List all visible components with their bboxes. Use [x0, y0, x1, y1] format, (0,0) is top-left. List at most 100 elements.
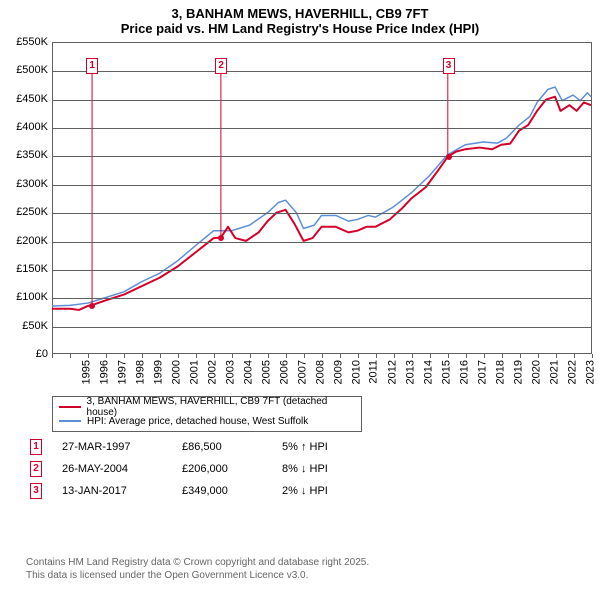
sale-row: 127-MAR-1997£86,5005% ↑ HPI	[30, 436, 402, 458]
y-tick-label: £250K	[4, 206, 48, 218]
title-line-1: 3, BANHAM MEWS, HAVERHILL, CB9 7FT	[0, 6, 600, 21]
x-tick-label: 2013	[404, 360, 416, 384]
sale-row: 3 13-JAN-2017 £349,000 2% ↓ HPI	[30, 480, 402, 502]
legend-box: 3, BANHAM MEWS, HAVERHILL, CB9 7FT (deta…	[52, 396, 362, 432]
y-tick-label: £50K	[4, 320, 48, 332]
x-tick-label: 2004	[242, 360, 254, 384]
sale-row-price: £349,000	[182, 485, 262, 497]
x-tick-label: 2009	[332, 360, 344, 384]
x-tick-label: 2020	[530, 360, 542, 384]
title-line-2: Price paid vs. HM Land Registry's House …	[0, 21, 600, 36]
gridline-horizontal	[52, 270, 591, 271]
y-tick-label: £300K	[4, 178, 48, 190]
x-tick	[214, 354, 215, 358]
sale-row-marker: 3	[30, 483, 42, 499]
y-tick-label: £550K	[4, 36, 48, 48]
sale-row-date: 26-MAY-2004	[62, 463, 162, 475]
x-tick	[106, 354, 107, 358]
legend-item: 3, BANHAM MEWS, HAVERHILL, CB9 7FT (deta…	[59, 400, 355, 414]
x-tick	[286, 354, 287, 358]
chart-lines-svg	[52, 43, 591, 354]
gridline-horizontal	[52, 71, 591, 72]
x-tick	[448, 354, 449, 358]
sale-marker-box: 1	[86, 58, 98, 74]
attribution-line-1: Contains HM Land Registry data © Crown c…	[26, 557, 369, 570]
x-tick-label: 2007	[296, 360, 308, 384]
sale-marker-dot	[446, 154, 452, 160]
legend-swatch	[59, 406, 81, 408]
sale-marker-dot	[218, 235, 224, 241]
sale-row-diff: 2% ↓ HPI	[282, 485, 402, 497]
x-tick	[268, 354, 269, 358]
chart-title-block: 3, BANHAM MEWS, HAVERHILL, CB9 7FT Price…	[0, 0, 600, 38]
x-tick-label: 2021	[548, 360, 560, 384]
y-tick-label: £150K	[4, 263, 48, 275]
y-tick-label: £200K	[4, 235, 48, 247]
x-tick	[430, 354, 431, 358]
x-tick-label: 1996	[98, 360, 110, 384]
x-tick-label: 2008	[314, 360, 326, 384]
attribution-line-2: This data is licensed under the Open Gov…	[26, 570, 369, 583]
series-hpi	[52, 87, 591, 306]
x-tick	[232, 354, 233, 358]
x-tick-label: 2014	[422, 360, 434, 384]
gridline-horizontal	[52, 327, 591, 328]
gridline-horizontal	[52, 213, 591, 214]
y-tick-label: £0	[4, 348, 48, 360]
x-tick	[124, 354, 125, 358]
x-tick	[322, 354, 323, 358]
sale-marker-dot	[89, 303, 95, 309]
x-tick-label: 2005	[260, 360, 272, 384]
x-tick-label: 2002	[206, 360, 218, 384]
x-tick-label: 2012	[386, 360, 398, 384]
x-tick	[538, 354, 539, 358]
x-tick	[466, 354, 467, 358]
x-tick-label: 1998	[134, 360, 146, 384]
x-tick	[592, 354, 593, 358]
x-tick	[88, 354, 89, 358]
legend-swatch	[59, 420, 81, 422]
x-tick-label: 2006	[278, 360, 290, 384]
sale-row-date: 13-JAN-2017	[62, 485, 162, 497]
x-tick-label: 1995	[80, 360, 92, 384]
x-tick	[376, 354, 377, 358]
y-tick-label: £350K	[4, 149, 48, 161]
x-tick-label: 2003	[224, 360, 236, 384]
x-tick	[502, 354, 503, 358]
sale-marker-box: 2	[215, 58, 227, 74]
gridline-horizontal	[52, 242, 591, 243]
x-tick	[196, 354, 197, 358]
gridline-horizontal	[52, 156, 591, 157]
x-tick	[412, 354, 413, 358]
sale-row-diff: 5% ↑ HPI	[282, 441, 402, 453]
x-tick	[358, 354, 359, 358]
y-tick-label: £500K	[4, 64, 48, 76]
y-tick-label: £450K	[4, 93, 48, 105]
gridline-horizontal	[52, 128, 591, 129]
sale-row-marker: 2	[30, 461, 42, 477]
sale-row-price: £86,500	[182, 441, 262, 453]
sale-marker-box: 3	[443, 58, 455, 74]
x-tick-label: 1997	[116, 360, 128, 384]
plot-area: 1 2 3	[52, 42, 592, 354]
x-tick-label: 2001	[188, 360, 200, 384]
x-tick-label: 2022	[566, 360, 578, 384]
x-tick-label: 2010	[350, 360, 362, 384]
x-tick	[556, 354, 557, 358]
chart-area: 123 £0£50K£100K£150K£200K£250K£300K£350K…	[8, 42, 592, 392]
x-tick	[340, 354, 341, 358]
x-tick	[52, 354, 53, 358]
y-tick-label: £100K	[4, 291, 48, 303]
gridline-horizontal	[52, 185, 591, 186]
gridline-horizontal	[52, 100, 591, 101]
x-tick-label: 2000	[170, 360, 182, 384]
x-tick-label: 2018	[494, 360, 506, 384]
gridline-horizontal	[52, 298, 591, 299]
legend-label: HPI: Average price, detached house, West…	[87, 416, 308, 427]
x-tick	[142, 354, 143, 358]
x-tick	[484, 354, 485, 358]
x-tick	[574, 354, 575, 358]
sales-table: 127-MAR-1997£86,5005% ↑ HPI226-MAY-2004£…	[30, 436, 402, 502]
x-tick	[70, 354, 71, 358]
x-tick-label: 2023	[584, 360, 596, 384]
